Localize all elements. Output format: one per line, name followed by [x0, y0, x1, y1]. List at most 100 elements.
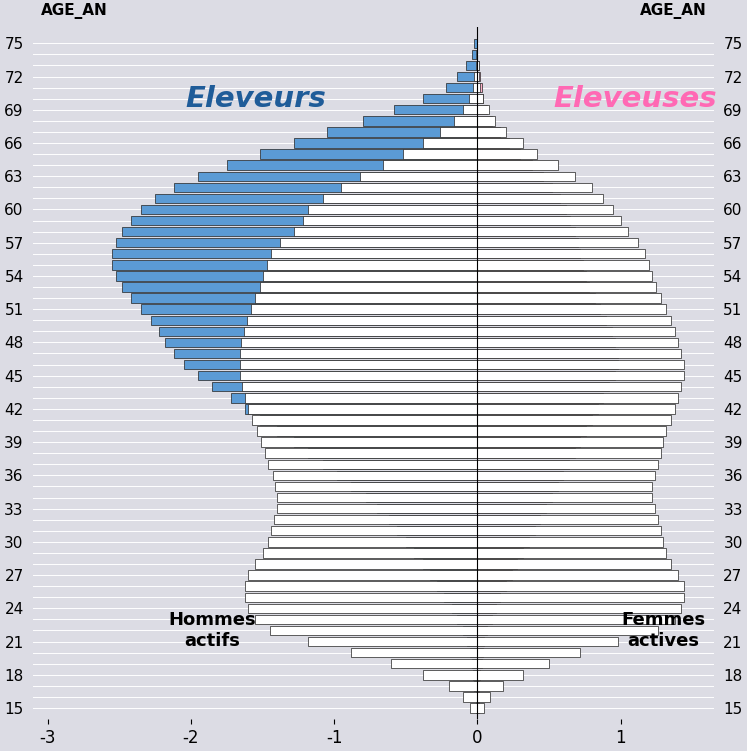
Text: Femmes
actives: Femmes actives [622, 611, 706, 650]
Bar [423, 138, 477, 148]
Bar [446, 83, 477, 92]
Bar [155, 194, 477, 203]
Bar [227, 161, 477, 170]
Bar [477, 471, 655, 480]
Bar [273, 471, 477, 480]
Bar [403, 149, 477, 158]
Bar [477, 72, 479, 81]
Bar [471, 50, 477, 59]
Bar [451, 604, 477, 613]
Bar [382, 161, 477, 170]
Text: Eleveuses: Eleveuses [553, 85, 716, 113]
Bar [477, 282, 589, 291]
Bar [117, 271, 477, 281]
Bar [477, 260, 583, 270]
Bar [477, 637, 485, 647]
Bar [260, 282, 477, 291]
Bar [351, 481, 477, 491]
Bar [463, 105, 477, 114]
Text: Hommes
actifs: Hommes actifs [169, 611, 256, 650]
Bar [423, 559, 477, 569]
Bar [477, 692, 479, 701]
Bar [262, 271, 477, 281]
Bar [477, 648, 580, 657]
Bar [477, 327, 675, 336]
Bar [477, 604, 681, 613]
Bar [474, 72, 477, 81]
Bar [117, 238, 477, 247]
Bar [477, 205, 566, 214]
Bar [477, 404, 598, 414]
Bar [477, 670, 480, 680]
Bar [477, 614, 675, 624]
Bar [243, 382, 477, 391]
Bar [463, 626, 477, 635]
Bar [477, 194, 604, 203]
Bar [247, 315, 477, 325]
Bar [477, 581, 506, 591]
Bar [309, 637, 477, 647]
Bar [341, 182, 477, 192]
Bar [477, 171, 543, 181]
Bar [279, 238, 477, 247]
Bar [294, 227, 477, 237]
Bar [323, 194, 477, 203]
Bar [309, 448, 477, 458]
Bar [309, 205, 477, 214]
Bar [463, 692, 477, 701]
Bar [323, 460, 477, 469]
Bar [466, 61, 477, 70]
Bar [294, 138, 477, 148]
Bar [477, 581, 684, 591]
Bar [477, 294, 660, 303]
Bar [267, 260, 477, 270]
Bar [430, 570, 477, 580]
Bar [470, 704, 477, 713]
Bar [477, 238, 638, 247]
Bar [477, 704, 479, 713]
Bar [477, 493, 652, 502]
Bar [365, 493, 477, 502]
Bar [477, 437, 580, 447]
Bar [477, 171, 574, 181]
Bar [244, 327, 477, 336]
Bar [394, 105, 477, 114]
Bar [477, 415, 592, 424]
Bar [474, 681, 477, 691]
Bar [477, 205, 613, 214]
Bar [477, 382, 681, 391]
Bar [174, 182, 477, 192]
Bar [377, 504, 477, 514]
Bar [477, 559, 518, 569]
Bar [198, 371, 477, 380]
Bar [477, 194, 560, 203]
Bar [477, 227, 627, 237]
Bar [477, 593, 500, 602]
Bar [477, 570, 678, 580]
Bar [477, 448, 660, 458]
Bar [477, 404, 675, 414]
Bar [477, 327, 612, 336]
Bar [477, 471, 563, 480]
Bar [477, 593, 684, 602]
Bar [477, 604, 496, 613]
Bar [262, 548, 477, 558]
Bar [471, 659, 477, 668]
Bar [184, 360, 477, 369]
Bar [271, 249, 477, 258]
Bar [123, 227, 477, 237]
Bar [470, 648, 477, 657]
Bar [476, 61, 477, 70]
Bar [457, 614, 477, 624]
Bar [123, 282, 477, 291]
Bar [477, 537, 663, 547]
Bar [477, 427, 586, 436]
Bar [477, 437, 663, 447]
Bar [303, 216, 477, 225]
Bar [477, 559, 671, 569]
Bar [477, 614, 492, 624]
Bar [337, 471, 477, 480]
Bar [440, 127, 477, 137]
Bar [477, 481, 652, 491]
Bar [477, 504, 546, 514]
